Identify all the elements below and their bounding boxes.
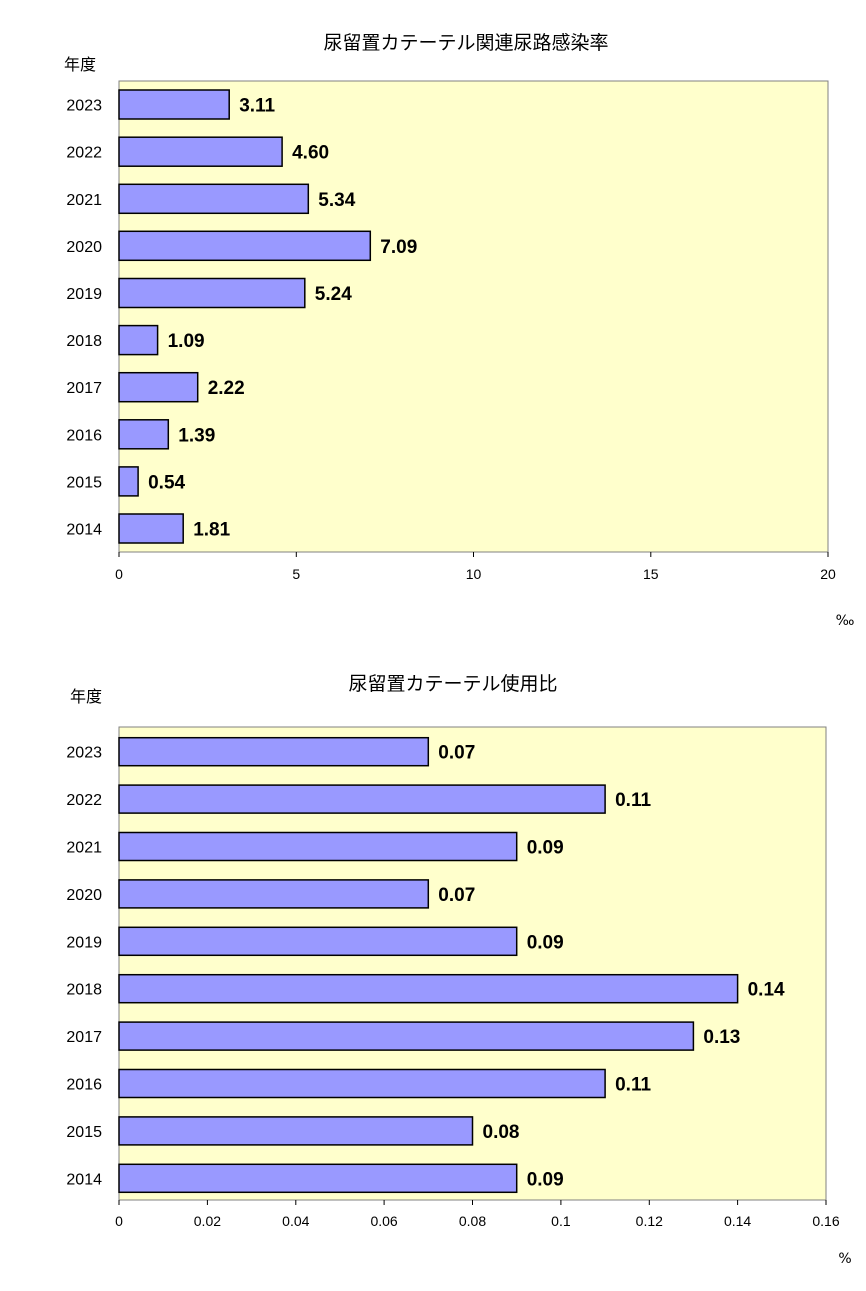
- x-tick-label: 0.08: [459, 1213, 486, 1229]
- bars: [118, 736, 739, 1194]
- data-label: 5.34: [318, 190, 355, 211]
- y-axis-label: 年度: [70, 687, 102, 706]
- unit-label: ‰: [836, 613, 855, 629]
- category-label: 2016: [66, 1077, 102, 1094]
- bar: [118, 371, 199, 403]
- category-label: 2021: [66, 840, 102, 857]
- x-tick-label: 5: [292, 566, 300, 582]
- x-axis-ticks: 0 5 10 15 20: [115, 552, 836, 582]
- data-label: 0.09: [527, 1169, 564, 1190]
- bar: [118, 136, 283, 167]
- infection-rate-chart: 尿留置カテーテル関連尿路感染率 年度 202320222021202020192…: [64, 32, 855, 629]
- bar: [118, 784, 606, 814]
- data-label: 0.09: [527, 932, 564, 953]
- category-label: 2021: [66, 192, 102, 209]
- data-labels: 0.07 0.11 0.09 0.07 0.09 0.14 0.13 0.11 0.08 0.09: [438, 743, 785, 1191]
- category-label: 2018: [66, 333, 102, 350]
- data-label: 0.11: [615, 1075, 651, 1096]
- bar: [118, 926, 518, 957]
- y-axis-label: 年度: [64, 55, 96, 74]
- bar: [118, 230, 372, 262]
- x-tick-label: 20: [820, 566, 836, 582]
- data-label: 0.07: [438, 885, 475, 906]
- data-label: 0.08: [483, 1122, 520, 1143]
- x-tick-label: 0: [115, 566, 123, 582]
- data-label: 7.09: [380, 237, 417, 258]
- category-label: 2023: [66, 98, 102, 115]
- bar: [118, 466, 139, 497]
- category-label: 2014: [66, 1171, 102, 1188]
- bar: [118, 1068, 606, 1099]
- chart-title: 尿留置カテーテル使用比: [348, 673, 557, 695]
- data-label: 5.24: [315, 284, 352, 305]
- x-tick-label: 0.14: [724, 1213, 751, 1229]
- bar: [118, 513, 184, 544]
- bars: [118, 89, 372, 544]
- x-tick-label: 0.06: [370, 1213, 397, 1229]
- usage-ratio-chart: 尿留置カテーテル使用比 年度 2023202220212020201920182…: [66, 673, 851, 1267]
- bar: [118, 324, 159, 356]
- bar: [118, 736, 430, 767]
- category-label: 2019: [66, 286, 102, 303]
- x-tick-label: 0.16: [812, 1213, 839, 1229]
- x-tick-label: 15: [643, 566, 659, 582]
- unit-label: %: [838, 1251, 851, 1267]
- bar: [118, 1021, 695, 1051]
- bar: [118, 831, 518, 862]
- bar: [118, 183, 310, 215]
- bar: [118, 973, 739, 1004]
- bar: [118, 277, 306, 309]
- category-label: 2017: [66, 1029, 102, 1046]
- data-label: 0.13: [703, 1027, 740, 1048]
- data-label: 1.81: [193, 520, 230, 541]
- data-label: 0.14: [748, 980, 785, 1001]
- bar: [118, 89, 230, 120]
- data-label: 1.39: [178, 425, 215, 446]
- data-label: 1.09: [168, 331, 205, 352]
- x-tick-label: 0.12: [636, 1213, 663, 1229]
- category-label: 2015: [66, 1124, 102, 1141]
- x-tick-label: 0: [115, 1213, 123, 1229]
- category-label: 2022: [66, 792, 102, 809]
- category-label: 2016: [66, 427, 102, 444]
- x-tick-label: 0.04: [282, 1213, 309, 1229]
- data-label: 0.11: [615, 790, 651, 811]
- bar: [118, 879, 430, 909]
- category-label: 2020: [66, 887, 102, 904]
- category-label: 2020: [66, 239, 102, 256]
- bar: [118, 1163, 518, 1194]
- category-label: 2022: [66, 145, 102, 162]
- category-label: 2014: [66, 522, 102, 539]
- x-axis-ticks: 0 0.02 0.04 0.06 0.08 0.1 0.12 0.14 0.16: [115, 1200, 840, 1229]
- chart-title: 尿留置カテーテル関連尿路感染率: [323, 32, 608, 54]
- data-label: 0.54: [148, 472, 185, 493]
- data-label: 3.11: [239, 96, 275, 117]
- x-tick-label: 10: [466, 566, 482, 582]
- data-label: 4.60: [292, 143, 329, 164]
- x-tick-label: 0.02: [194, 1213, 221, 1229]
- data-label: 0.07: [438, 743, 475, 764]
- category-label: 2018: [66, 982, 102, 999]
- category-labels: 2023 2022 2021 2020 2019 2018 2017 2016 2015 2014: [66, 745, 102, 1189]
- x-tick-label: 0.1: [551, 1213, 571, 1229]
- category-label: 2019: [66, 934, 102, 951]
- category-label: 2023: [66, 745, 102, 762]
- category-label: 2015: [66, 474, 102, 491]
- data-label: 0.09: [527, 838, 564, 859]
- category-label: 2017: [66, 380, 102, 397]
- bar: [118, 1116, 474, 1146]
- data-labels: 3.11 4.60 5.34 7.09 5.24 1.09 2.22 1.39 0.54 1.81: [148, 96, 417, 541]
- category-labels: 2023 2022 2021 2020 2019 2018 2017 2016 2015 2014: [66, 98, 102, 539]
- data-label: 2.22: [208, 378, 245, 399]
- bar: [118, 419, 170, 450]
